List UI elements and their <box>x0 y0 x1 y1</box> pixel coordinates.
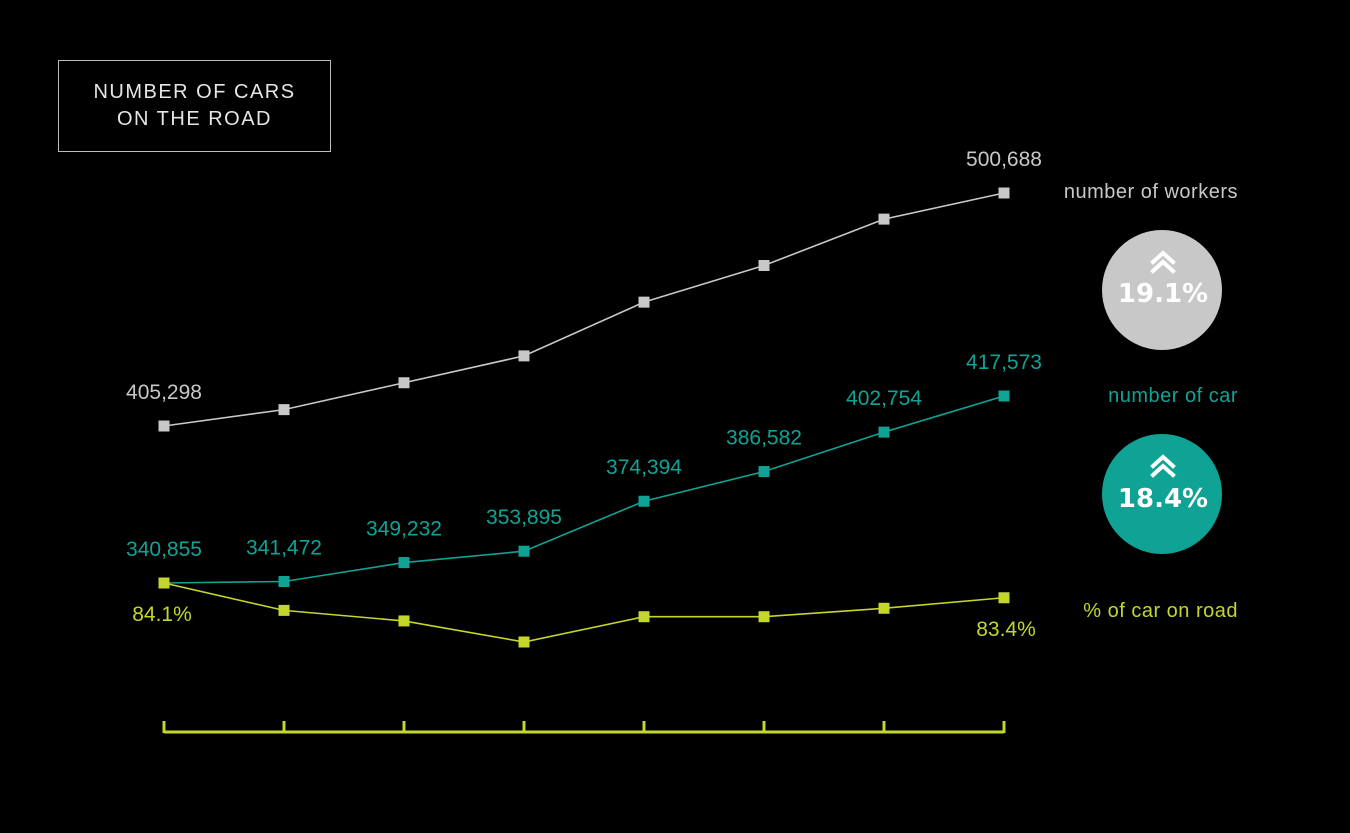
series-line-pct <box>163 582 1005 643</box>
data-point-pct <box>758 611 770 623</box>
x-axis <box>162 721 1006 734</box>
cars-badge-circle <box>1102 434 1222 554</box>
workers-badge-circle <box>1102 230 1222 350</box>
data-label-cars: 353,895 <box>486 506 562 529</box>
data-label-workers: 405,298 <box>126 381 202 404</box>
data-label-cars: 340,855 <box>126 538 202 561</box>
data-point-workers <box>518 350 530 362</box>
double-chevron-up-icon <box>1150 454 1176 478</box>
workers-growth-text: 19.1% <box>1118 279 1208 309</box>
data-point-pct <box>998 592 1010 604</box>
double-chevron-up-icon <box>1150 250 1176 274</box>
data-point-cars <box>758 466 770 478</box>
data-label-cars: 402,754 <box>846 387 922 410</box>
chart-title-line-2: ON THE ROAD <box>116 108 273 130</box>
cars-growth-badge: 18.4% <box>1102 434 1222 554</box>
data-point-cars <box>278 575 290 587</box>
series-lines <box>158 187 1010 648</box>
data-point-workers <box>638 296 650 308</box>
series-line-workers <box>163 192 1005 427</box>
data-point-pct <box>278 604 290 616</box>
data-point-pct <box>398 615 410 627</box>
legend: number of workers number of car % of car… <box>1064 181 1238 622</box>
data-label-cars: 374,394 <box>606 456 682 479</box>
data-label-cars: 349,232 <box>366 518 442 541</box>
legend-pct: % of car on road <box>1083 600 1238 622</box>
chart-title-line-1: NUMBER OF CARS <box>93 81 296 103</box>
legend-workers: number of workers <box>1064 181 1238 203</box>
series-line-cars <box>163 395 1005 584</box>
data-label-cars: 341,472 <box>246 536 322 559</box>
data-point-workers <box>398 377 410 389</box>
data-point-pct <box>518 636 530 648</box>
data-point-cars <box>518 545 530 557</box>
data-label-cars: 386,582 <box>726 427 802 450</box>
data-point-cars <box>398 557 410 569</box>
data-point-cars <box>638 495 650 507</box>
data-point-workers <box>998 187 1010 199</box>
chart-title: NUMBER OF CARS ON THE ROAD <box>58 60 331 152</box>
data-point-pct <box>878 602 890 614</box>
data-point-cars <box>878 426 890 438</box>
data-point-workers <box>878 213 890 225</box>
data-label-pct: 84.1% <box>132 603 192 626</box>
data-point-pct <box>638 611 650 623</box>
data-point-workers <box>158 420 170 432</box>
data-point-pct <box>158 577 170 589</box>
cars-growth-text: 18.4% <box>1118 484 1208 514</box>
data-label-cars: 417,573 <box>966 351 1042 374</box>
data-point-cars <box>998 390 1010 402</box>
workers-growth-badge: 19.1% <box>1102 230 1222 350</box>
data-point-workers <box>758 260 770 272</box>
data-point-workers <box>278 404 290 416</box>
data-label-workers: 500,688 <box>966 148 1042 171</box>
data-labels: 405,298 500,688 340,855 341,472 349,232 353,8… <box>126 148 1042 641</box>
data-label-pct: 83.4% <box>976 618 1036 641</box>
legend-cars: number of car <box>1108 385 1238 407</box>
